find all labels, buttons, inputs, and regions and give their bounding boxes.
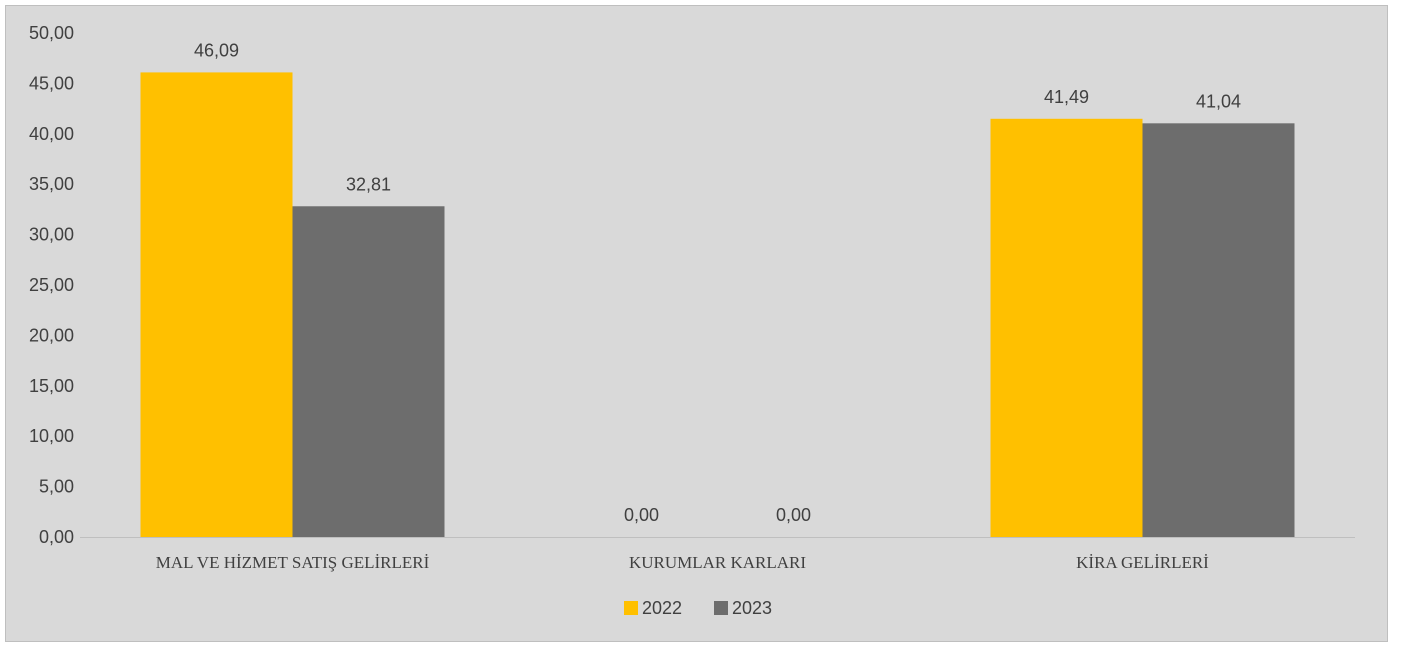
legend-swatch-2023 <box>714 601 728 615</box>
y-tick-label: 50,00 <box>29 23 74 43</box>
y-tick-label: 5,00 <box>39 477 74 497</box>
x-category-label: KURUMLAR KARLARI <box>629 553 806 572</box>
y-tick-label: 0,00 <box>39 527 74 547</box>
data-label: 46,09 <box>194 40 239 60</box>
data-label: 41,49 <box>1044 87 1089 107</box>
y-tick-label: 35,00 <box>29 174 74 194</box>
legend: 2022 2023 <box>624 598 772 618</box>
bar-2022 <box>990 118 1143 538</box>
x-axis-categories: MAL VE HİZMET SATIŞ GELİRLERİ KURUMLAR KA… <box>156 553 1209 572</box>
bar-2022 <box>140 72 293 537</box>
y-tick-label: 30,00 <box>29 225 74 245</box>
data-label: 0,00 <box>776 505 811 525</box>
x-category-label: KİRA GELİRLERİ <box>1076 553 1209 572</box>
data-labels: 46,09 32,81 0,00 0,00 41,49 41,04 <box>194 40 1241 525</box>
bars <box>140 72 1295 538</box>
y-tick-label: 10,00 <box>29 426 74 446</box>
y-axis-ticks: 0,00 5,00 10,00 15,00 20,00 25,00 30,00 35,00 40… <box>29 23 74 547</box>
legend-swatch-2022 <box>624 601 638 615</box>
y-tick-label: 45,00 <box>29 73 74 93</box>
y-tick-label: 40,00 <box>29 124 74 144</box>
y-tick-label: 25,00 <box>29 275 74 295</box>
legend-label-2023: 2023 <box>732 598 772 618</box>
data-label: 0,00 <box>624 505 659 525</box>
y-tick-label: 20,00 <box>29 325 74 345</box>
legend-label-2022: 2022 <box>642 598 682 618</box>
data-label: 32,81 <box>346 174 391 194</box>
bar-2023 <box>1142 123 1295 537</box>
bar-2023 <box>292 206 445 537</box>
y-tick-label: 15,00 <box>29 376 74 396</box>
data-label: 41,04 <box>1196 91 1241 111</box>
x-category-label: MAL VE HİZMET SATIŞ GELİRLERİ <box>156 553 430 572</box>
